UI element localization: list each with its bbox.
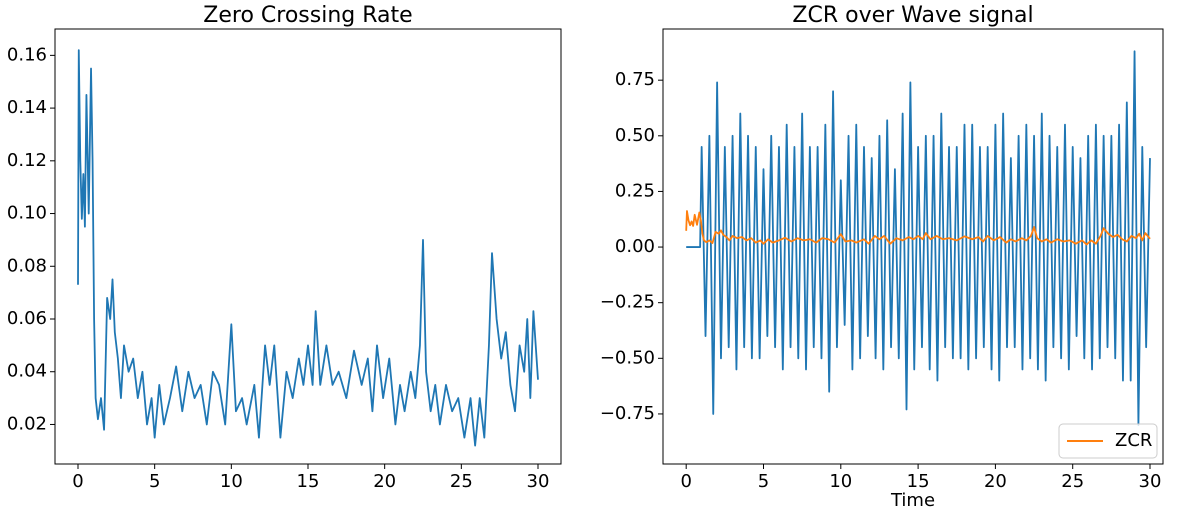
y-tick-label: 0.10 [7, 203, 47, 224]
x-tick-label: 10 [220, 471, 243, 492]
axes-frame [54, 28, 562, 465]
x-tick-label: 20 [984, 471, 1007, 492]
x-tick-label: 10 [829, 471, 852, 492]
y-tick-label: 0.16 [7, 44, 47, 65]
legend-label: ZCR [1115, 430, 1152, 451]
y-tick-label: 0.00 [615, 236, 655, 257]
legend-box [1058, 423, 1158, 459]
x-tick-label: 0 [680, 471, 691, 492]
y-tick-label: 0.06 [7, 308, 47, 329]
x-tick-label: 30 [527, 471, 550, 492]
series-line [685, 210, 1151, 246]
x-tick-label: 5 [758, 471, 769, 492]
chart-title: ZCR over Wave signal [792, 3, 1033, 28]
y-tick-label: 0.02 [7, 413, 47, 434]
series-line [686, 50, 1151, 426]
y-tick-label: 0.04 [7, 361, 47, 382]
x-tick-label: 15 [907, 471, 930, 492]
y-tick-label: −0.50 [600, 347, 655, 368]
chart-title: Zero Crossing Rate [203, 3, 412, 28]
x-tick-label: 30 [1139, 471, 1162, 492]
plot-area [685, 50, 1151, 426]
y-tick-label: −0.25 [600, 292, 655, 313]
x-tick-label: 15 [297, 471, 320, 492]
y-tick-label: 0.08 [7, 255, 47, 276]
x-tick-label: 5 [149, 471, 160, 492]
y-tick-label: 0.14 [7, 97, 47, 118]
plot-area [77, 49, 539, 447]
y-tick-label: 0.75 [615, 69, 655, 90]
x-tick-label: 25 [1061, 471, 1084, 492]
y-tick-label: 0.25 [615, 180, 655, 201]
x-axis-label: Time [890, 490, 935, 511]
x-tick-label: 0 [72, 471, 83, 492]
x-tick-label: 25 [450, 471, 473, 492]
y-tick-label: −0.75 [600, 403, 655, 424]
series-line [77, 49, 539, 447]
x-tick-label: 20 [373, 471, 396, 492]
y-tick-label: 0.12 [7, 150, 47, 171]
axes-frame [662, 28, 1164, 465]
y-tick-label: 0.50 [615, 125, 655, 146]
